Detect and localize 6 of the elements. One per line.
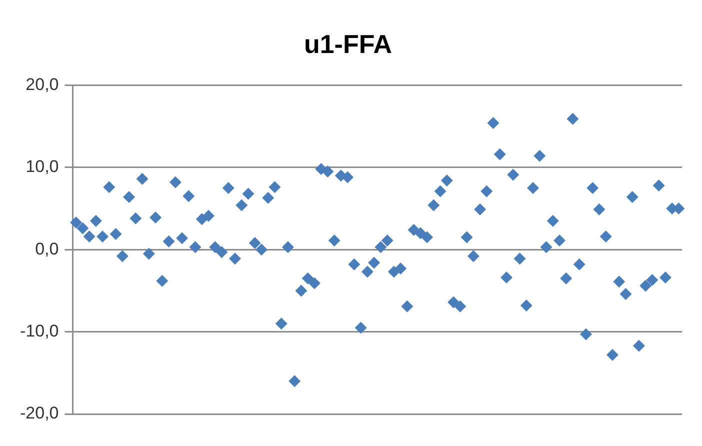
chart-title: u1-FFA [304,28,392,59]
y-tick-label: -10,0 [20,321,59,340]
y-tick-label: 10,0 [26,157,59,176]
y-tick-label: 20,0 [26,74,59,94]
y-tick-label: 0,0 [35,239,59,258]
y-tick-label: -20,0 [20,404,59,423]
